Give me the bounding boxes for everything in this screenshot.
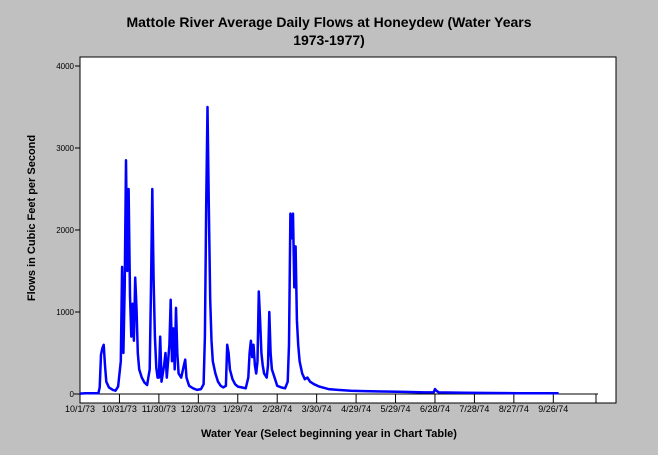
x-tick-label: 12/30/73 <box>181 404 216 414</box>
tick-labels: 0 1000 2000 3000 4000 10/1/73 10/31/73 11/30/73… <box>56 62 568 414</box>
x-tick-label: 11/30/73 <box>142 404 176 414</box>
x-tick-label: 1/29/74 <box>223 404 253 414</box>
y-tick-label: 3000 <box>56 144 74 153</box>
x-tick-label: 2/28/74 <box>262 404 292 414</box>
chart-title-line-2: 1973-1977) <box>293 32 365 48</box>
tick-marks <box>75 65 597 403</box>
y-tick-label: 1000 <box>56 308 74 317</box>
x-tick-label: 9/26/74 <box>538 404 568 414</box>
flow-series-line <box>79 105 559 395</box>
x-tick-label: 10/31/73 <box>102 404 137 414</box>
x-tick-label: 10/1/73 <box>65 404 95 414</box>
x-tick-label: 5/29/74 <box>381 404 411 414</box>
y-axis-label: Flows in Cubic Feet per Second <box>26 134 38 302</box>
y-tick-label: 4000 <box>56 62 74 71</box>
x-tick-label: 6/28/74 <box>420 404 450 414</box>
x-tick-label: 7/28/74 <box>459 404 489 414</box>
y-tick-label: 2000 <box>56 226 74 235</box>
chart-title-line-1: Mattole River Average Daily Flows at Hon… <box>126 14 532 30</box>
x-tick-label: 8/27/74 <box>499 404 529 414</box>
x-tick-label: 3/30/74 <box>302 404 332 414</box>
x-tick-label: 4/29/74 <box>341 404 371 414</box>
series-layer <box>79 105 559 395</box>
x-axis-label: Water Year (Select beginning year in Cha… <box>201 428 457 440</box>
y-tick-label: 0 <box>70 390 75 399</box>
